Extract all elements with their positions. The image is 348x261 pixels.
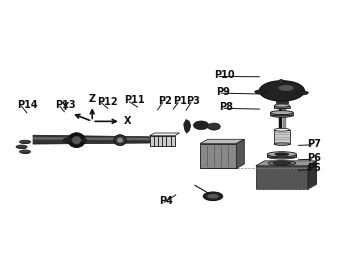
Ellipse shape <box>259 81 304 101</box>
Text: P10: P10 <box>214 70 235 80</box>
Ellipse shape <box>72 136 81 145</box>
Text: P14: P14 <box>17 100 37 110</box>
Polygon shape <box>267 154 296 157</box>
Polygon shape <box>270 113 293 115</box>
Ellipse shape <box>267 154 296 159</box>
Ellipse shape <box>273 162 291 165</box>
Ellipse shape <box>268 161 296 165</box>
Polygon shape <box>200 144 237 168</box>
Bar <box>19 147 25 148</box>
Polygon shape <box>237 139 244 168</box>
Ellipse shape <box>255 90 267 94</box>
Ellipse shape <box>276 97 288 100</box>
Ellipse shape <box>193 121 209 130</box>
Bar <box>276 98 288 103</box>
Polygon shape <box>274 106 290 108</box>
Ellipse shape <box>267 152 296 157</box>
Ellipse shape <box>16 145 27 149</box>
Text: P8: P8 <box>219 102 233 112</box>
Text: P12: P12 <box>97 97 117 107</box>
Text: P9: P9 <box>216 87 230 97</box>
Ellipse shape <box>274 104 290 107</box>
Text: Y: Y <box>62 102 69 112</box>
Ellipse shape <box>19 150 31 153</box>
Text: P2: P2 <box>158 96 172 106</box>
Text: P7: P7 <box>307 139 321 149</box>
Text: P1: P1 <box>173 96 187 106</box>
Text: X: X <box>124 116 131 126</box>
Text: Z: Z <box>89 94 96 104</box>
Ellipse shape <box>208 123 220 130</box>
Text: P6: P6 <box>307 153 321 163</box>
Text: P4: P4 <box>159 196 173 206</box>
Bar <box>23 152 28 153</box>
Ellipse shape <box>278 85 294 91</box>
Text: P11: P11 <box>125 96 145 105</box>
Ellipse shape <box>203 192 223 201</box>
Ellipse shape <box>274 106 290 109</box>
Bar <box>274 130 290 144</box>
Text: P13: P13 <box>55 100 76 110</box>
Ellipse shape <box>270 113 293 117</box>
Polygon shape <box>150 133 180 136</box>
Ellipse shape <box>275 153 289 156</box>
Ellipse shape <box>63 137 87 143</box>
Ellipse shape <box>117 137 124 143</box>
Bar <box>150 136 175 146</box>
Ellipse shape <box>274 128 290 131</box>
Polygon shape <box>200 139 244 144</box>
Text: P5: P5 <box>307 163 321 173</box>
Text: P3: P3 <box>186 96 200 106</box>
Ellipse shape <box>270 111 293 115</box>
Ellipse shape <box>114 135 126 146</box>
Polygon shape <box>33 137 150 140</box>
Bar <box>23 142 28 143</box>
Ellipse shape <box>207 194 219 199</box>
Ellipse shape <box>274 143 290 145</box>
Polygon shape <box>308 161 317 189</box>
Ellipse shape <box>279 80 284 84</box>
Polygon shape <box>33 135 150 144</box>
Ellipse shape <box>19 140 31 144</box>
Polygon shape <box>184 120 191 133</box>
Ellipse shape <box>296 91 308 95</box>
Polygon shape <box>256 166 308 189</box>
Polygon shape <box>256 161 317 166</box>
Ellipse shape <box>68 133 85 148</box>
